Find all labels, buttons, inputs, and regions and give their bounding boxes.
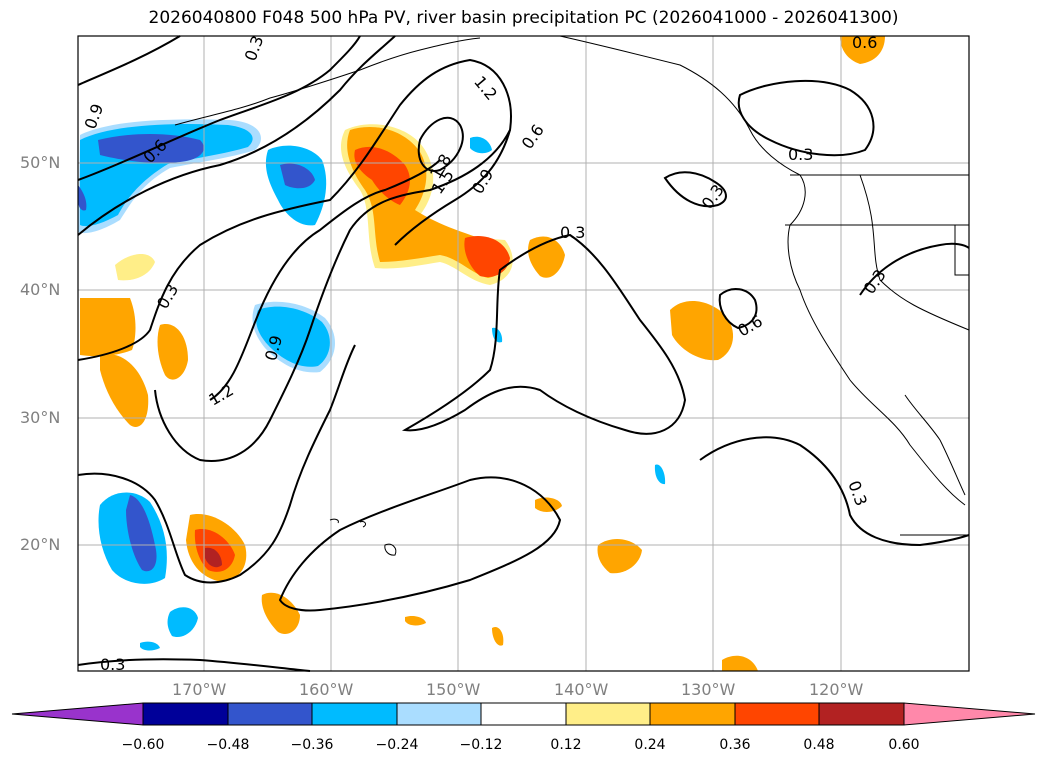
colorbar-tick: 0.12 bbox=[526, 737, 606, 753]
colorbar-tick: 0.36 bbox=[695, 737, 775, 753]
colorbar-segment bbox=[312, 703, 397, 725]
colorbar-segment bbox=[228, 703, 312, 725]
colorbar-segment bbox=[650, 703, 735, 725]
lon-label-170w: 170°W bbox=[172, 680, 226, 699]
lon-label-120w: 120°W bbox=[809, 680, 863, 699]
lon-label-140w: 140°W bbox=[554, 680, 608, 699]
colorbar-tick: 0.60 bbox=[864, 737, 944, 753]
colorbar-segment bbox=[397, 703, 481, 725]
colorbar-segment bbox=[735, 703, 819, 725]
colorbar-tick: −0.60 bbox=[103, 737, 183, 753]
colorbar-segment bbox=[481, 703, 566, 725]
colorbar bbox=[12, 703, 1035, 725]
lat-label-50: 50°N bbox=[20, 153, 60, 172]
colorbar-tick: −0.12 bbox=[441, 737, 521, 753]
colorbar-segment bbox=[566, 703, 650, 725]
map-plot-area: 0.3 0.9 0.6 1.2 1.8 1.5 0.9 0.6 0.3 0.3 … bbox=[78, 33, 969, 674]
lat-label-40: 40°N bbox=[20, 280, 60, 299]
colorbar-tick: −0.36 bbox=[272, 737, 352, 753]
lon-label-160w: 160°W bbox=[299, 680, 353, 699]
lat-label-30: 30°N bbox=[20, 408, 60, 427]
colorbar-extend-high bbox=[904, 703, 1035, 725]
lat-label-20: 20°N bbox=[20, 535, 60, 554]
colorbar-tick: −0.48 bbox=[188, 737, 268, 753]
contour-label-0.3d: 0.3 bbox=[788, 145, 813, 164]
colorbar-tick: 0.24 bbox=[610, 737, 690, 753]
lon-label-150w: 150°W bbox=[426, 680, 480, 699]
colorbar-segment bbox=[143, 703, 228, 725]
colorbar-segment bbox=[819, 703, 904, 725]
colorbar-tick: −0.24 bbox=[357, 737, 437, 753]
lon-label-130w: 130°W bbox=[681, 680, 735, 699]
colorbar-extend-low bbox=[12, 703, 143, 725]
colorbar-tick: 0.48 bbox=[779, 737, 859, 753]
contour-label-0.3b: 0.3 bbox=[560, 223, 585, 242]
